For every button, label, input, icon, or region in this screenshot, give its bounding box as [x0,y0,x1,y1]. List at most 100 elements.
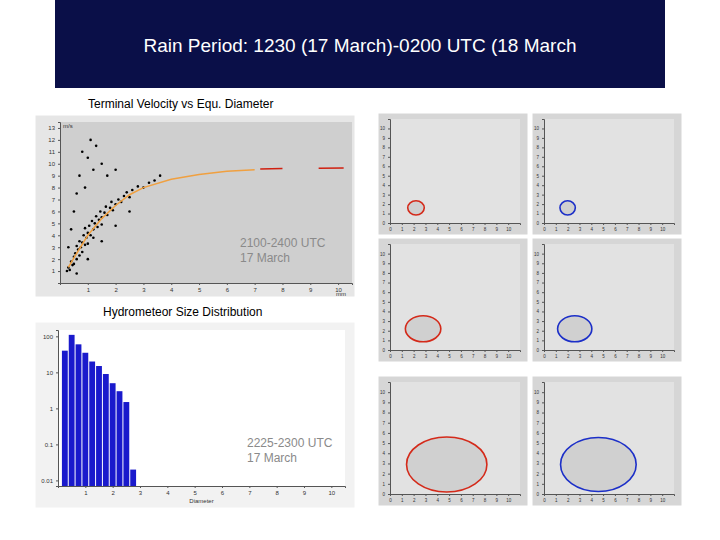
x-tick: 0 [543,350,546,359]
x-tick: 0 [543,494,546,503]
plot-area [390,382,520,494]
x-tick-label: 10 [660,498,666,503]
slide: Rain Period: 1230 (17 March)-0200 UTC (1… [0,0,720,540]
x-tick: 2 [413,494,416,503]
y-tick: 6 [52,209,60,215]
x-tick-mark [650,350,651,352]
y-tick: 9 [536,136,544,141]
x-tick-mark [650,494,651,496]
y-tick-mark [58,176,60,177]
y-axis: 12345678910111213 [48,123,60,284]
x-tick-mark [568,350,569,352]
x-tick-label: 7 [472,354,475,359]
y-tick: 2 [536,329,544,334]
y-tick-mark [542,302,544,303]
y-tick-mark [542,474,544,475]
plot-marks [560,201,575,215]
x-tick: 9 [650,350,653,359]
y-tick-label: 6 [382,290,385,295]
plot-marks [561,437,637,491]
y-tick: 0 [382,492,390,497]
y-tick: 2 [382,472,390,477]
y-tick-label: 1 [382,482,385,487]
data-point [91,220,94,223]
x-tick: 7 [626,350,629,359]
x-tick-mark [603,223,604,225]
chart-scatter: 1234567891012345678910111213 [35,115,355,297]
x-axis-line [545,351,675,353]
plot-marks [558,316,592,342]
x-tick: 6 [460,350,463,359]
y-tick: 4 [536,183,544,188]
y-tick-mark [542,254,544,255]
x-tick-label: 1 [401,227,404,232]
y-tick: 0.1 [45,442,58,448]
x-axis-line [391,224,521,226]
x-tick-mark [425,350,426,352]
y-tick-label: 1 [536,211,539,216]
y-axis: 012345678910 [380,383,391,497]
data-point [84,227,87,230]
x-tick: 1 [555,223,558,232]
y-tick-label: 13 [48,125,55,131]
y-tick-label: 3 [382,193,385,198]
x-tick-mark [171,283,172,285]
data-point [109,207,112,210]
y-tick-mark [542,321,544,322]
data-point [105,205,108,208]
y-tick-label: 8 [382,410,385,415]
y-tick: 2 [382,329,390,334]
x-tick: 6 [221,486,225,496]
x-tick: 2 [114,283,118,293]
x-tick-label: 10 [506,498,512,503]
y-tick: 2 [536,202,544,207]
y-tick-mark [388,128,390,129]
data-point [131,189,134,192]
y-tick: 3 [536,193,544,198]
y-tick-label: 9 [536,261,539,266]
x-tick: 7 [626,223,629,232]
y-tick-label: 2 [382,472,385,477]
x-tick-label: 5 [198,287,202,293]
x-tick-mark [461,223,462,225]
chart-ellipse: 012345678910012345678910 [532,376,682,506]
drop-outline [558,316,592,342]
x-tick: 4 [170,283,174,293]
y-tick: 7 [382,421,390,426]
x-tick-label: 4 [591,498,594,503]
y-tick-label: 3 [382,461,385,466]
annotation: 17 March [247,451,297,465]
y-tick-label: 6 [536,290,539,295]
x-tick-label: 2 [413,227,416,232]
x-tick: 0 [543,223,546,232]
x-tick-label: 0 [543,498,546,503]
y-tick: 0 [382,221,390,226]
plot-area [544,382,674,494]
y-tick-mark [388,331,390,332]
x-tick: 8 [638,223,641,232]
x-tick-label: 6 [221,490,225,496]
y-tick: 4 [382,451,390,456]
y-tick: 9 [382,261,390,266]
chart-title: Terminal Velocity vs Equ. Diameter [88,97,273,111]
data-point [67,246,70,249]
x-tick-mark [425,494,426,496]
y-tick-mark [542,494,544,495]
x-tick-mark [277,486,278,488]
y-tick: 9 [382,136,390,141]
x-tick-mark [496,223,497,225]
y-tick: 1 [382,338,390,343]
x-tick-label: 8 [638,227,641,232]
x-tick: 9 [650,494,653,503]
y-tick: 1 [52,268,60,274]
y-tick: 0 [382,348,390,353]
x-tick-label: 4 [591,227,594,232]
y-tick: 9 [52,173,60,179]
y-tick-label: 7 [536,280,539,285]
x-tick-label: 4 [591,354,594,359]
y-tick-label: 10 [48,161,55,167]
y-axis-line [388,245,391,351]
x-axis-line [59,487,346,489]
x-tick-label: 10 [660,227,666,232]
histogram-bar [130,470,136,486]
